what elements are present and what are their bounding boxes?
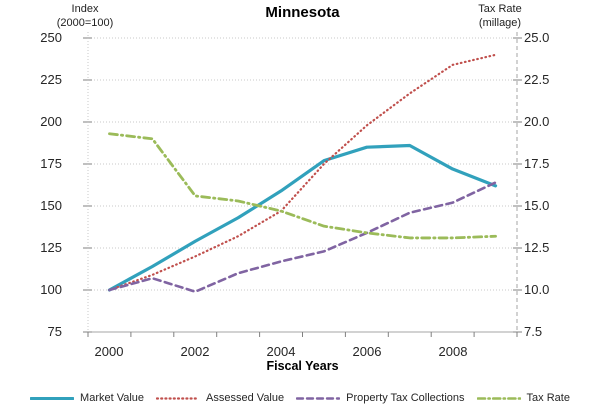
right-axis-tick: 20.0 (524, 114, 550, 129)
tax-rate-line-swatch-icon (476, 396, 521, 400)
right-axis-tick: 10.0 (524, 282, 550, 297)
left-axis-tick: 175 (40, 156, 62, 171)
legend-label: Assessed Value (206, 392, 285, 404)
right-axis-tick: 17.5 (524, 156, 550, 171)
legend-item-property-tax-collections: Property Tax Collections (296, 392, 465, 404)
left-axis-tick: 200 (40, 114, 62, 129)
legend-label: Property Tax Collections (346, 392, 465, 404)
x-axis-tick: 2004 (266, 344, 296, 359)
legend-item-market-value: Market Value (30, 392, 144, 404)
right-axis-tick: 12.5 (524, 240, 550, 255)
left-axis-tick: 125 (40, 240, 62, 255)
right-axis-tick: 25.0 (524, 30, 550, 45)
left-axis-header-line1: Index (71, 3, 99, 15)
property-tax-collections-line-swatch-icon (296, 396, 341, 400)
x-axis-tick: 2000 (94, 344, 124, 359)
left-axis-tick: 100 (40, 282, 62, 297)
left-axis-tick: 225 (40, 72, 62, 87)
right-axis-tick: 7.5 (524, 324, 543, 339)
market-value-line-swatch-icon (30, 396, 75, 400)
legend-label: Market Value (80, 392, 145, 404)
legend-item-assessed-value: Assessed Value (156, 392, 284, 404)
chart-title: Minnesota (265, 4, 340, 21)
x-axis-title: Fiscal Years (266, 359, 339, 373)
x-axis-tick: 2002 (180, 344, 210, 359)
legend-item-tax-rate: Tax Rate (476, 392, 570, 404)
left-axis-tick: 150 (40, 198, 62, 213)
assessed-value-line-swatch-icon (156, 396, 201, 400)
right-axis-tick: 22.5 (524, 72, 550, 87)
right-axis-header: Tax Rate (millage) (452, 3, 548, 31)
x-axis-tick: 2006 (352, 344, 382, 359)
legend-label: Tax Rate (526, 392, 570, 404)
left-axis-header: Index (2000=100) (39, 3, 131, 31)
right-axis-tick: 15.0 (524, 198, 550, 213)
legend: Market Value Assessed Value Property Tax… (0, 389, 600, 407)
left-axis-tick: 75 (47, 324, 62, 339)
left-axis-tick: 250 (40, 30, 62, 45)
left-axis-header-line2: (2000=100) (56, 16, 114, 29)
x-axis-tick: 2008 (438, 344, 468, 359)
right-axis-header-line1: Tax Rate (478, 3, 522, 15)
right-axis-header-line2: (millage) (478, 16, 522, 29)
